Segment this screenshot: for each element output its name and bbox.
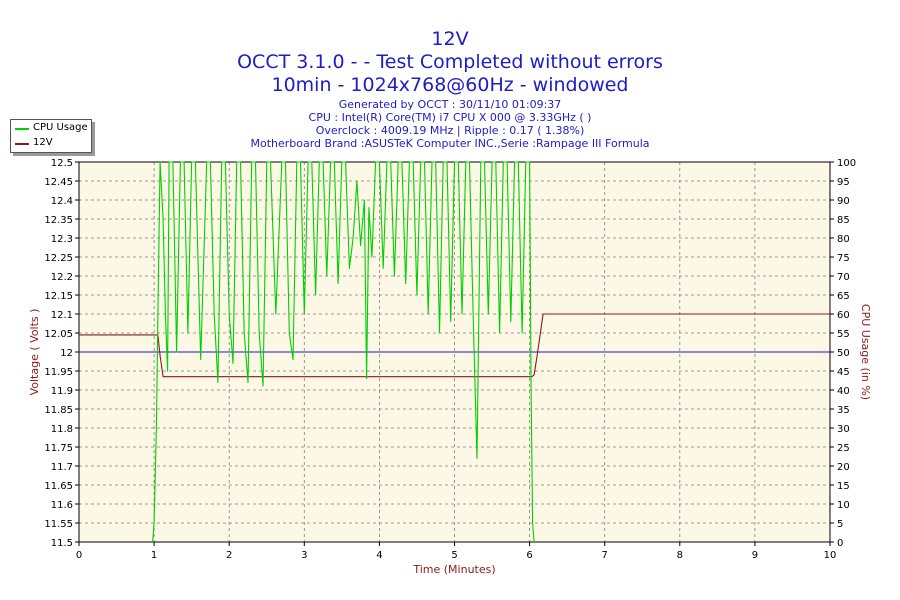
generated-info: Generated by OCCT : 30/11/10 01:09:37 <box>338 98 562 111</box>
x-tick-label: 6 <box>526 550 532 561</box>
y2-tick-label: 80 <box>837 234 850 245</box>
x-tick-label: 0 <box>76 550 82 561</box>
x-tick-label: 8 <box>677 550 683 561</box>
x-tick-label: 10 <box>824 550 837 561</box>
x-axis-label: Time (Minutes) <box>412 563 495 576</box>
y2-tick-label: 5 <box>837 519 843 530</box>
legend-swatch-cpu-usage <box>15 128 29 130</box>
y2-tick-label: 95 <box>837 177 850 188</box>
cpu-info: CPU : Intel(R) Core(TM) i7 CPU X 000 @ 3… <box>308 111 592 124</box>
y2-tick-label: 90 <box>837 196 850 207</box>
y2-tick-label: 20 <box>837 462 850 473</box>
y-tick-label: 12 <box>60 348 73 359</box>
y-tick-label: 11.75 <box>44 443 73 454</box>
y2-tick-label: 100 <box>837 158 856 169</box>
y-tick-label: 12.5 <box>51 158 73 169</box>
x-tick-label: 4 <box>376 550 382 561</box>
y-tick-label: 12.1 <box>51 310 73 321</box>
series-line-12v <box>79 313 830 378</box>
y2-tick-label: 60 <box>837 310 850 321</box>
y2-tick-label: 50 <box>837 348 850 359</box>
overclock-info: Overclock : 4009.19 MHz | Ripple : 0.17 … <box>315 124 585 137</box>
legend-label-12v: 12V <box>33 137 53 148</box>
y-tick-label: 12.45 <box>44 177 73 188</box>
y-tick-label: 11.7 <box>51 462 73 473</box>
legend-label-cpu-usage: CPU Usage <box>33 122 88 133</box>
series-line-cpu-usage <box>152 161 535 543</box>
y2-tick-label: 15 <box>837 481 850 492</box>
chart-subtitle-test-status: OCCT 3.1.0 - - Test Completed without er… <box>237 51 663 73</box>
y-axis-label: Voltage ( Volts ) <box>28 309 41 396</box>
y-tick-label: 12.2 <box>51 272 73 283</box>
y-tick-label: 12.35 <box>44 215 73 226</box>
y2-tick-label: 0 <box>837 538 843 549</box>
y2-tick-label: 35 <box>837 405 850 416</box>
y-tick-label: 12.25 <box>44 253 73 264</box>
y-tick-label: 11.85 <box>44 405 73 416</box>
y2-axis-label: CPU Usage (in %) <box>859 304 872 400</box>
x-tick-label: 3 <box>301 550 307 561</box>
y-tick-label: 11.55 <box>44 519 73 530</box>
x-tick-label: 5 <box>451 550 457 561</box>
y2-tick-label: 55 <box>837 329 850 340</box>
x-tick-label: 1 <box>151 550 157 561</box>
x-tick-label: 7 <box>602 550 608 561</box>
y2-tick-label: 30 <box>837 424 850 435</box>
legend-swatch-12v <box>15 143 29 145</box>
y2-tick-label: 65 <box>837 291 850 302</box>
legend-item-12v: 12V <box>11 136 91 150</box>
chart-titles: 12V OCCT 3.1.0 - - Test Completed withou… <box>0 0 900 150</box>
y2-tick-label: 70 <box>837 272 850 283</box>
y-tick-label: 12.3 <box>51 234 73 245</box>
y-tick-label: 11.95 <box>44 367 73 378</box>
y-tick-label: 11.65 <box>44 481 73 492</box>
y-tick-label: 12.15 <box>44 291 73 302</box>
y-tick-label: 11.8 <box>51 424 73 435</box>
y2-tick-label: 85 <box>837 215 850 226</box>
y2-tick-label: 25 <box>837 443 850 454</box>
y-tick-label: 12.4 <box>51 196 73 207</box>
y2-tick-label: 75 <box>837 253 850 264</box>
y2-tick-label: 45 <box>837 367 850 378</box>
y2-tick-label: 40 <box>837 386 850 397</box>
chart-subtitle-test-config: 10min - 1024x768@60Hz - windowed <box>271 74 629 96</box>
y-tick-label: 11.5 <box>51 538 73 549</box>
y2-tick-label: 10 <box>837 500 850 511</box>
x-tick-label: 2 <box>226 550 232 561</box>
motherboard-info: Motherboard Brand :ASUSTeK Computer INC.… <box>250 137 650 150</box>
chart-legend: CPU Usage 12V <box>10 119 92 153</box>
y-tick-label: 11.6 <box>51 500 73 511</box>
chart-title: 12V <box>431 28 469 50</box>
y-tick-label: 11.9 <box>51 386 73 397</box>
legend-item-cpu-usage: CPU Usage <box>11 121 91 135</box>
y-tick-label: 12.05 <box>44 329 73 340</box>
x-tick-label: 9 <box>752 550 758 561</box>
